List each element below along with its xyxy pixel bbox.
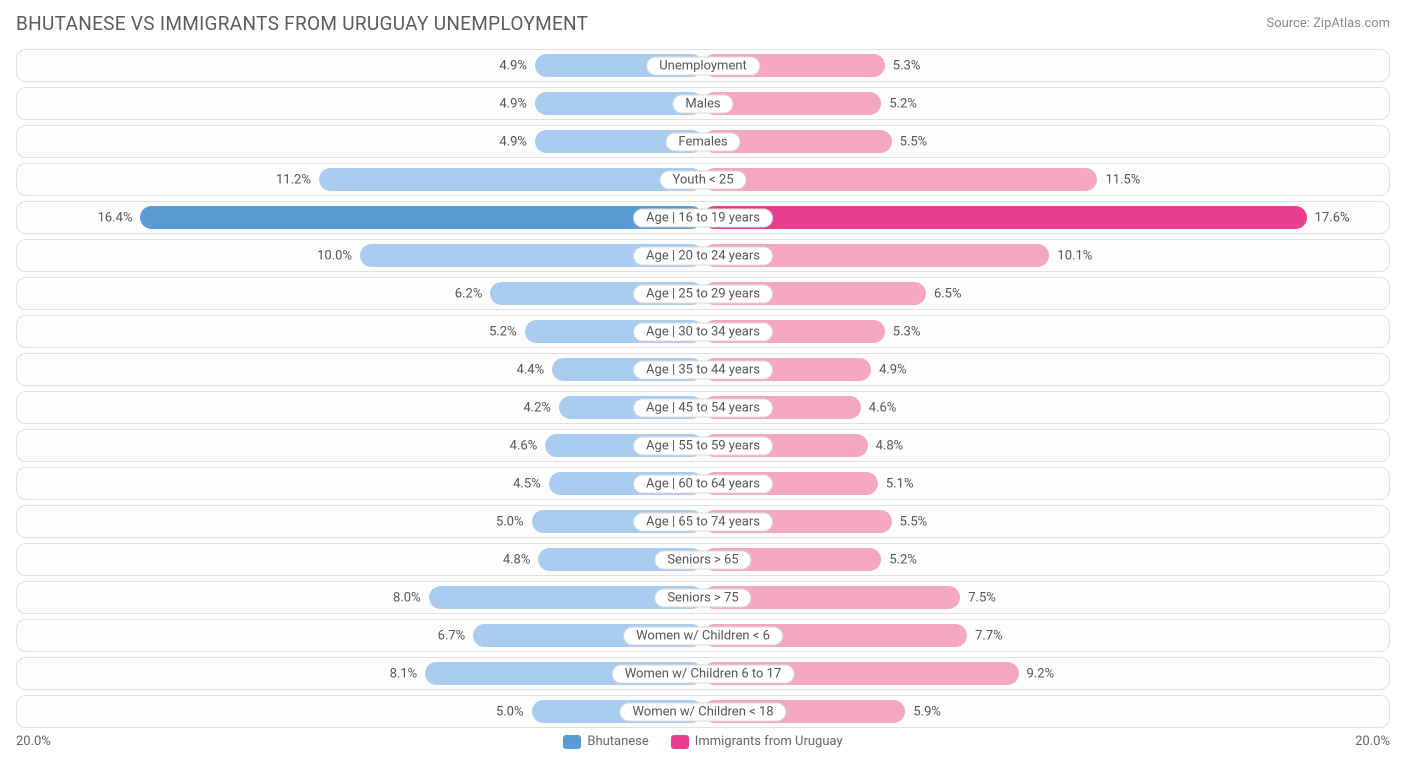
legend-item-left: Bhutanese: [563, 734, 648, 749]
value-right: 5.2%: [889, 96, 917, 111]
category-pill: Age | 55 to 59 years: [633, 436, 773, 455]
category-pill: Women w/ Children < 6: [623, 626, 783, 645]
chart-row: 4.6% 4.8% Age | 55 to 59 years: [16, 429, 1390, 462]
chart-header: BHUTANESE VS IMMIGRANTS FROM URUGUAY UNE…: [16, 12, 1390, 35]
chart-row: 4.4% 4.9% Age | 35 to 44 years: [16, 353, 1390, 386]
value-right: 17.6%: [1315, 210, 1350, 225]
value-right: 7.5%: [968, 590, 996, 605]
category-pill: Seniors > 75: [654, 588, 751, 607]
value-right: 10.1%: [1057, 248, 1092, 263]
value-left: 6.7%: [438, 628, 466, 643]
value-left: 16.4%: [98, 210, 133, 225]
value-right: 4.9%: [879, 362, 907, 377]
bar-left: [140, 206, 703, 229]
category-pill: Women w/ Children < 18: [619, 702, 786, 721]
chart-row: 6.7% 7.7% Women w/ Children < 6: [16, 619, 1390, 652]
chart-row: 4.9% 5.5% Females: [16, 125, 1390, 158]
category-pill: Age | 60 to 64 years: [633, 474, 773, 493]
chart-row: 11.2% 11.5% Youth < 25: [16, 163, 1390, 196]
legend-label-right: Immigrants from Uruguay: [695, 734, 843, 749]
value-left: 4.9%: [499, 96, 527, 111]
value-left: 5.0%: [496, 704, 524, 719]
bar-right: [703, 206, 1307, 229]
chart-row: 5.2% 5.3% Age | 30 to 34 years: [16, 315, 1390, 348]
value-left: 4.4%: [517, 362, 545, 377]
chart-source: Source: ZipAtlas.com: [1266, 16, 1390, 31]
value-left: 6.2%: [455, 286, 483, 301]
value-right: 4.6%: [869, 400, 897, 415]
value-right: 5.3%: [893, 324, 921, 339]
category-pill: Males: [672, 94, 733, 113]
legend-label-left: Bhutanese: [587, 734, 648, 749]
category-pill: Age | 45 to 54 years: [633, 398, 773, 417]
chart-row: 5.0% 5.9% Women w/ Children < 18: [16, 695, 1390, 728]
chart-row: 4.9% 5.3% Unemployment: [16, 49, 1390, 82]
value-right: 5.5%: [900, 514, 928, 529]
value-right: 6.5%: [934, 286, 962, 301]
category-pill: Women w/ Children 6 to 17: [612, 664, 795, 683]
bar-right: [703, 168, 1097, 191]
chart-row: 8.0% 7.5% Seniors > 75: [16, 581, 1390, 614]
value-left: 4.9%: [499, 134, 527, 149]
chart-row: 16.4% 17.6% Age | 16 to 19 years: [16, 201, 1390, 234]
category-pill: Females: [665, 132, 740, 151]
value-left: 11.2%: [276, 172, 311, 187]
bar-left: [319, 168, 703, 191]
value-left: 5.2%: [489, 324, 517, 339]
axis-max-left: 20.0%: [16, 734, 51, 749]
value-right: 11.5%: [1105, 172, 1140, 187]
value-left: 4.2%: [523, 400, 551, 415]
category-pill: Age | 65 to 74 years: [633, 512, 773, 531]
chart-row: 10.0% 10.1% Age | 20 to 24 years: [16, 239, 1390, 272]
value-right: 5.2%: [889, 552, 917, 567]
chart-row: 6.2% 6.5% Age | 25 to 29 years: [16, 277, 1390, 310]
legend-item-right: Immigrants from Uruguay: [671, 734, 843, 749]
value-right: 9.2%: [1027, 666, 1055, 681]
category-pill: Age | 25 to 29 years: [633, 284, 773, 303]
category-pill: Unemployment: [646, 56, 760, 75]
chart-axis: 20.0% Bhutanese Immigrants from Uruguay …: [16, 734, 1390, 749]
value-right: 5.9%: [913, 704, 941, 719]
category-pill: Age | 16 to 19 years: [633, 208, 773, 227]
diverging-bar-chart: 4.9% 5.3% Unemployment 4.9% 5.2% Males 4.9% 5.5…: [16, 49, 1390, 728]
category-pill: Seniors > 65: [654, 550, 751, 569]
chart-row: 4.9% 5.2% Males: [16, 87, 1390, 120]
category-pill: Age | 30 to 34 years: [633, 322, 773, 341]
category-pill: Youth < 25: [659, 170, 746, 189]
value-right: 5.1%: [886, 476, 914, 491]
chart-row: 4.5% 5.1% Age | 60 to 64 years: [16, 467, 1390, 500]
value-right: 4.8%: [876, 438, 904, 453]
legend-swatch-left: [563, 735, 581, 749]
value-left: 8.0%: [393, 590, 421, 605]
category-pill: Age | 20 to 24 years: [633, 246, 773, 265]
category-pill: Age | 35 to 44 years: [633, 360, 773, 379]
value-right: 5.3%: [893, 58, 921, 73]
chart-row: 4.2% 4.6% Age | 45 to 54 years: [16, 391, 1390, 424]
legend-swatch-right: [671, 735, 689, 749]
value-left: 4.6%: [510, 438, 538, 453]
value-right: 7.7%: [975, 628, 1003, 643]
value-left: 4.9%: [499, 58, 527, 73]
value-left: 4.8%: [503, 552, 531, 567]
value-right: 5.5%: [900, 134, 928, 149]
value-left: 10.0%: [317, 248, 352, 263]
chart-row: 8.1% 9.2% Women w/ Children 6 to 17: [16, 657, 1390, 690]
value-left: 4.5%: [513, 476, 541, 491]
chart-title: BHUTANESE VS IMMIGRANTS FROM URUGUAY UNE…: [16, 12, 588, 35]
chart-row: 5.0% 5.5% Age | 65 to 74 years: [16, 505, 1390, 538]
value-left: 8.1%: [390, 666, 418, 681]
axis-max-right: 20.0%: [1355, 734, 1390, 749]
value-left: 5.0%: [496, 514, 524, 529]
chart-row: 4.8% 5.2% Seniors > 65: [16, 543, 1390, 576]
chart-legend: Bhutanese Immigrants from Uruguay: [563, 734, 842, 749]
